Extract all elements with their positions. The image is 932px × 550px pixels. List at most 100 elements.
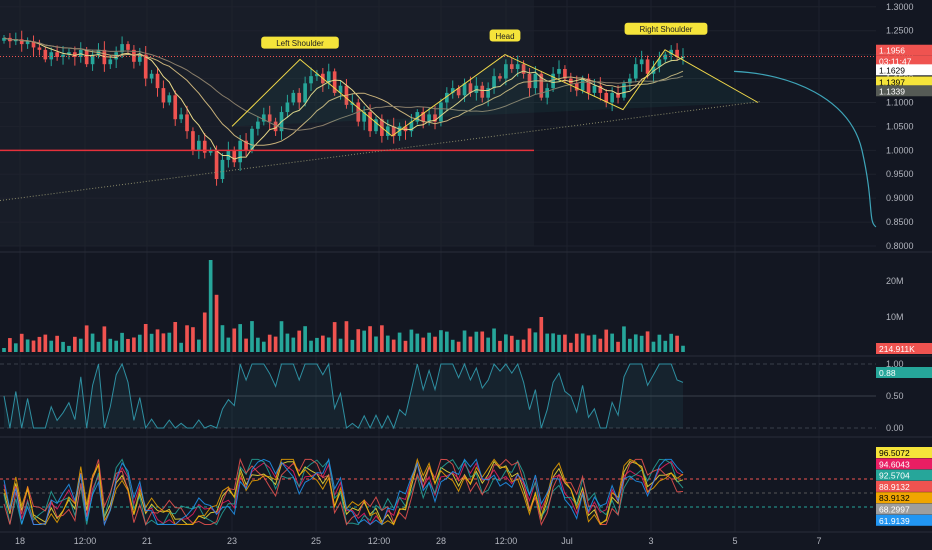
candle-body [256, 121, 260, 129]
volume-value-bg [876, 343, 932, 354]
volume-bar [73, 336, 77, 352]
volume-bar [244, 338, 248, 352]
candle-body [31, 41, 36, 48]
candle-body [368, 112, 372, 132]
volume-bar [515, 339, 520, 352]
volume-bar [149, 333, 154, 352]
volume-bar [25, 339, 30, 352]
volume-bar [362, 330, 366, 352]
x-tick-label: 25 [311, 536, 321, 546]
volume-bar [610, 333, 614, 352]
candle-body [568, 78, 573, 84]
price-tag-bg [876, 44, 932, 56]
mosc-line-3 [3, 457, 684, 526]
volume-bar [622, 326, 626, 352]
volume-bar [155, 329, 160, 352]
candle-body [628, 78, 632, 84]
candle-body [462, 83, 467, 96]
mosc-value-bg [876, 458, 932, 470]
y-tick-label: 1.2500 [886, 26, 914, 36]
pattern-label-text: Right Shoulder [640, 25, 693, 34]
volume-bar [332, 322, 337, 352]
candle-body [433, 114, 437, 122]
volume-bar [238, 324, 243, 352]
candle-body [191, 131, 195, 151]
volume-bar [592, 334, 597, 352]
candle-body [669, 49, 674, 55]
candle-body [244, 140, 248, 151]
volume-bar [61, 341, 65, 352]
volume-bar [96, 341, 101, 352]
volume-bar [120, 332, 124, 352]
candle-body [391, 126, 396, 136]
mosc-value-text: 83.9132 [879, 493, 910, 503]
candle-body [486, 88, 490, 98]
x-tick-label: 3 [648, 536, 653, 546]
candle-body [297, 92, 302, 103]
candle-body [179, 114, 183, 120]
candle-body [291, 92, 296, 103]
volume-bar [574, 333, 579, 352]
mosc-value-bg [876, 514, 932, 526]
volume-bar [427, 332, 431, 352]
candle-body [509, 64, 514, 69]
candle-body [651, 66, 656, 74]
candle-body [232, 150, 237, 163]
volume-bar [492, 328, 496, 352]
pattern-label-text: Head [495, 32, 514, 41]
volume-bar [43, 334, 48, 352]
osc-line [3, 362, 684, 430]
mosc-line-5 [3, 457, 684, 527]
candle-body [616, 92, 620, 98]
volume-bar [657, 334, 662, 352]
x-tick-label: 12:00 [74, 536, 97, 546]
y-tick-label: 1.0500 [886, 121, 914, 131]
volume-bar [533, 332, 538, 352]
volume-bar [326, 337, 331, 352]
candle-body [427, 114, 431, 122]
mosc-value-text: 68.2997 [879, 505, 910, 515]
volume-bar [261, 341, 266, 352]
x-tick-label: 18 [15, 536, 25, 546]
x-tick-label: 12:00 [368, 536, 391, 546]
volume-bar [628, 338, 632, 352]
candle-body [303, 83, 307, 103]
volume-bar [415, 333, 420, 352]
candle-body [132, 49, 136, 62]
candle-body [450, 88, 455, 93]
volume-bar [2, 348, 6, 352]
volume-bar [291, 337, 296, 352]
volume-bar [616, 341, 620, 352]
volume-bar [350, 339, 355, 352]
osc-fill [4, 364, 683, 428]
volume-bar [303, 326, 307, 352]
volume-bar [480, 331, 485, 352]
volume-bar [669, 333, 674, 352]
price-tag-text: 1.1397 [879, 77, 905, 87]
mosc-value-text: 92.5704 [879, 471, 910, 481]
volume-bar [67, 345, 71, 352]
pattern-label-text: Left Shoulder [276, 39, 324, 48]
volume-bar [220, 325, 225, 352]
y-tick-label: 1.3000 [886, 2, 914, 12]
volume-bar [344, 321, 349, 352]
candle-body [43, 49, 48, 60]
volume-bar [37, 336, 42, 352]
candle-body [409, 121, 414, 132]
price-tag-bg [876, 76, 932, 88]
volume-bar [651, 341, 656, 352]
volume-bar [498, 340, 502, 352]
volume-bar [450, 339, 455, 352]
volume-bar [132, 337, 136, 352]
y-tick-label: 1.1000 [886, 97, 914, 107]
y-tick-label: 0.8500 [886, 217, 914, 227]
volume-bar [563, 334, 567, 352]
mosc-line-4 [3, 457, 684, 526]
candle-body [90, 54, 95, 65]
volume-bar [185, 325, 189, 352]
candle-body [208, 150, 213, 153]
candle-body [197, 140, 201, 151]
volume-bar [279, 321, 284, 352]
volume-bar [551, 333, 555, 352]
volume-bar [374, 336, 378, 352]
